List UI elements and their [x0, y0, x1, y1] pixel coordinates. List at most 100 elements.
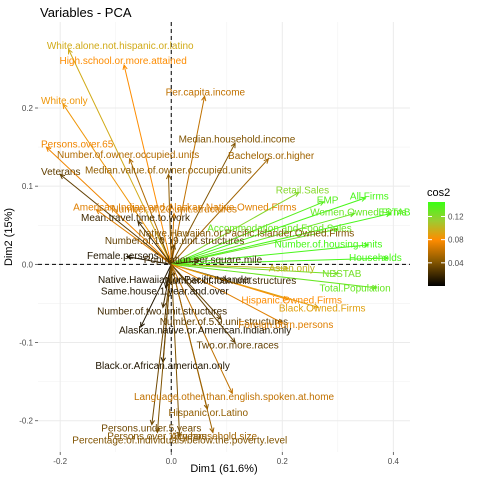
variable-label: Native.Hawaiian.or.Pacific.Islander [98, 275, 253, 286]
variable-arrow [140, 264, 172, 328]
variable-arrowhead [349, 212, 356, 218]
variable-arrow [162, 264, 172, 308]
variable-label: Number.of.four.unit.structures [165, 276, 296, 287]
variable-label: Persons.under.5.years [101, 424, 201, 435]
variable-arrowhead [122, 63, 128, 70]
variable-label: Avg.household.size [171, 431, 258, 442]
legend-tick-label: 0.04 [448, 259, 464, 268]
variable-arrow [137, 221, 172, 265]
legend-ticks: 0.04 0.08 0.12 [428, 212, 464, 268]
x-axis-title: Dim1 (61.6%) [190, 463, 257, 475]
variable-label: Median.value.of.owner.occupied.units [85, 165, 252, 176]
variable-arrowhead [228, 388, 233, 395]
variable-arrowhead [128, 157, 134, 164]
variable-arrowhead [171, 212, 177, 219]
variable-label: Number.of.5.9.unit.structures [160, 317, 288, 328]
legend-title: cos2 [427, 187, 450, 199]
variable-label: Same.house.1.year.and.over [101, 287, 230, 298]
variable-arrowhead [161, 302, 167, 309]
variable-arrow [170, 244, 175, 265]
variable-label: Per.capita.income [166, 87, 246, 98]
variable-arrowhead [149, 419, 155, 426]
legend-tick-label: 0.08 [448, 236, 464, 245]
variable-arrow [170, 96, 206, 265]
variable-arrow [171, 201, 325, 265]
variable-label: Population.per.square.mile [144, 255, 263, 266]
x-tick-label: 0.0 [166, 457, 178, 466]
variable-label: Foreign.born.persons [238, 320, 333, 331]
chart-title: Variables - PCA [40, 5, 132, 20]
variable-arrowhead [45, 146, 52, 152]
variable-label: Percentage.of.individuals.below.the.pove… [72, 435, 287, 446]
variable-label: Persons.over.18.years [107, 431, 207, 442]
variable-label: Mean.travel.time.to.work [81, 213, 191, 224]
variable-arrow [170, 264, 236, 343]
variable-arrow [126, 256, 172, 265]
legend-tick-label: 0.12 [448, 212, 464, 221]
variable-label: Hispanic.or.Latino [169, 408, 249, 419]
variable-arrowhead [164, 282, 170, 289]
variable-arrow [171, 263, 319, 308]
variable-label: Asian.only [269, 263, 315, 274]
variable-arrow [96, 209, 172, 265]
variable-arrow [170, 142, 236, 265]
variable-arrowhead [360, 196, 367, 202]
plot-panel: White.alone.not.hispanic.or.latino High.s… [38, 22, 411, 452]
variable-arrowhead [293, 191, 300, 197]
variable-arrow [171, 263, 338, 275]
variable-arrow [170, 213, 175, 265]
variable-arrowhead [333, 270, 339, 277]
y-tick-label: 0.2 [22, 104, 34, 113]
variable-arrowhead [277, 318, 284, 324]
x-tick-label: 0.4 [388, 457, 400, 466]
y-tick-label: -0.1 [19, 339, 33, 348]
variable-arrowhead [363, 242, 370, 248]
variable-label: Women.Owned.Firms [310, 207, 407, 218]
variable-arrowhead [159, 235, 165, 243]
variable-arrowhead [383, 255, 389, 261]
variable-label: Total.Population [319, 283, 390, 294]
x-tick-label: 0.2 [277, 457, 289, 466]
variable-label: Two.or.more.races [197, 341, 279, 352]
variable-arrowhead [59, 173, 66, 180]
variable-arrow [171, 259, 200, 265]
variable-arrow [171, 192, 300, 265]
variable-label: Accommodation.and.Food.Sales [207, 223, 352, 234]
variable-arrow [68, 49, 172, 265]
variable-arrow [171, 244, 369, 265]
variable-arrow [62, 103, 172, 265]
variable-arrowhead [170, 243, 177, 250]
variable-arrowhead [263, 157, 270, 164]
variable-label: White.only [41, 96, 88, 107]
y-tick-label: -0.2 [19, 417, 33, 426]
variable-arrow [45, 146, 172, 265]
variable-label: White.alone.not.hispanic.or.latino [47, 41, 194, 52]
x-tick-label: -0.2 [53, 457, 67, 466]
variable-label: Black.Owned.Firms [279, 303, 366, 314]
y-tick-label: 0.0 [22, 260, 34, 269]
variable-label: Native.Hawaiian.or.Pacific.Islander.Owne… [139, 228, 355, 239]
variable-arrow [151, 264, 172, 425]
variable-arrowhead [201, 95, 207, 102]
variable-arrow [59, 174, 172, 265]
variable-label: All.Firms [350, 192, 389, 203]
variable-arrow [171, 197, 366, 265]
variable-label: Bachelors.or.higher [228, 151, 315, 162]
variable-arrowhead [230, 337, 236, 344]
variable-arrow [171, 263, 377, 289]
y-axis-ticks: -0.2 -0.1 0.0 0.1 0.2 [19, 104, 38, 426]
variable-arrowhead [194, 258, 201, 264]
variable-arrowhead [95, 208, 102, 215]
variable-label: Female.persons [87, 251, 159, 262]
variable-arrowhead [230, 142, 236, 149]
variable-label: Households [349, 253, 402, 264]
variable-arrowhead [371, 284, 378, 290]
variable-arrowhead [332, 227, 339, 233]
variable-label: Number.of.housing.units [274, 239, 382, 250]
variable-arrowhead [125, 254, 132, 260]
variable-label: ESTAB [378, 208, 410, 219]
variable-arrowhead [165, 173, 172, 180]
legend-colorbar [428, 202, 445, 286]
y-tick-label: 0.1 [22, 182, 34, 191]
variable-label: NESTAB [322, 269, 362, 280]
